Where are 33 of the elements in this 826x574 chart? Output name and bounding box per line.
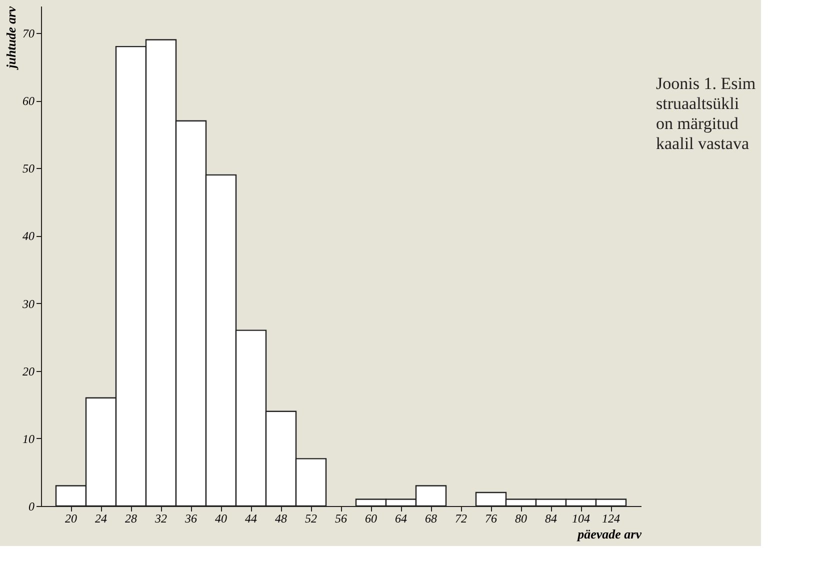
y-tick-label: 70 (22, 26, 34, 41)
y-axis-title: juhtude arv (4, 6, 18, 70)
text: on märgitud (656, 114, 739, 133)
y-tick-label: 20 (22, 364, 34, 378)
x-tick-label: 76 (485, 512, 497, 526)
x-tick-label: 104 (572, 512, 590, 526)
y-tick-label: 30 (22, 296, 34, 311)
x-tick-label: 48 (275, 512, 287, 526)
x-tick-label: 68 (425, 512, 437, 526)
x-tick-label: 52 (305, 512, 317, 526)
x-tick-label: 72 (455, 512, 467, 526)
y-tick-label: 10 (22, 432, 34, 446)
x-tick-label: 64 (395, 512, 407, 526)
y-tick-label: 40 (22, 229, 34, 244)
x-axis-title: päevade arv (576, 526, 642, 542)
text: kaalil vastava (656, 134, 750, 153)
text: Joonis 1. Esim (656, 74, 756, 93)
x-tick-label: 60 (365, 512, 377, 526)
x-tick-label: 124 (602, 512, 620, 526)
x-tick-label: 56 (335, 512, 347, 526)
y-tick-label: 50 (22, 162, 34, 176)
y-tick-label: 60 (22, 94, 34, 108)
y-tick-label: 0 (28, 500, 34, 514)
text: struaaltsükli (656, 94, 740, 113)
x-tick-label: 24 (95, 512, 107, 526)
x-tick-label: 36 (184, 512, 197, 526)
x-tick-label: 44 (245, 512, 257, 526)
x-tick-label: 40 (215, 512, 227, 526)
x-tick-label: 28 (125, 512, 137, 526)
x-tick-label: 80 (515, 512, 527, 526)
x-tick-label: 32 (154, 512, 167, 526)
x-tick-label: 20 (65, 512, 77, 526)
x-tick-label: 84 (545, 512, 557, 526)
